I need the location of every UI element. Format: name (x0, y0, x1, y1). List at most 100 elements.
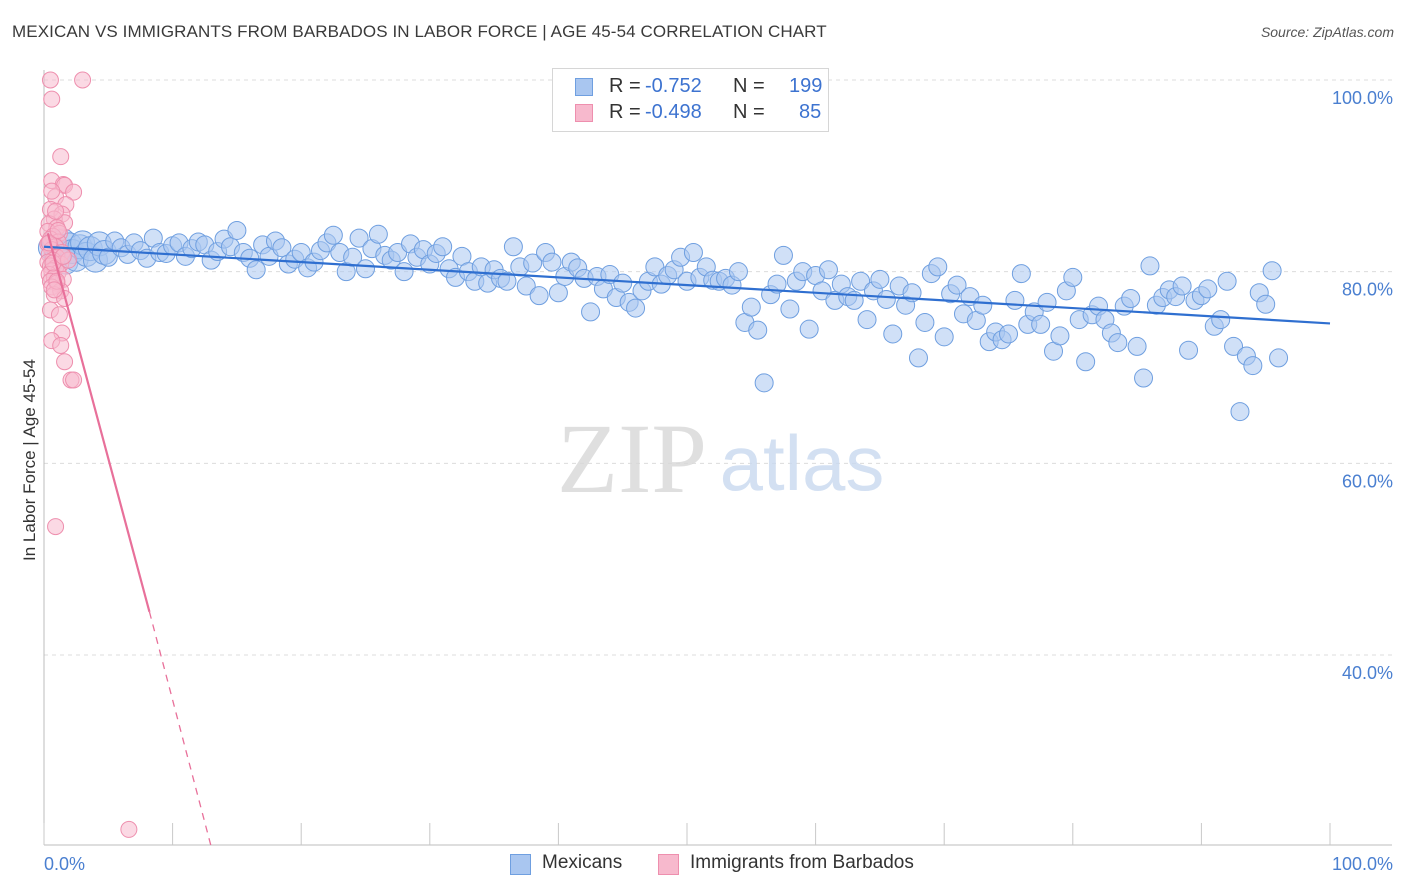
mexicans-point (98, 247, 118, 267)
barbados-point (74, 71, 92, 89)
mexicans-point (1230, 402, 1250, 422)
legend-r-label: R = (609, 101, 641, 123)
mexicans-point (1256, 294, 1276, 314)
mexicans-point (626, 298, 646, 318)
mexicans-point (876, 289, 896, 309)
y-tick-label: 60.0% (1342, 471, 1393, 491)
mexicans-point (883, 324, 903, 344)
mexicans-point (1134, 368, 1154, 388)
mexicans-point (773, 245, 793, 265)
mexicans-point (497, 271, 517, 291)
watermark: ZIP atlas (557, 403, 884, 514)
barbados-point (50, 306, 68, 324)
mexicans-point (349, 228, 369, 248)
mexicans-point (523, 253, 543, 273)
mexicans-point (1179, 340, 1199, 360)
mexicans-point (928, 257, 948, 277)
mexicans-point (799, 319, 819, 339)
stats-legend: R = -0.752 N = 199 R = -0.498 N = 85 (552, 68, 829, 132)
barbados-point (120, 820, 138, 838)
mexicans-point (1243, 356, 1263, 376)
legend-swatch-blue (575, 78, 593, 96)
mexicans-point (812, 281, 832, 301)
mexicans-point (246, 260, 266, 280)
mexicans-point (851, 271, 871, 291)
barbados-point (43, 90, 61, 108)
barbados-trend-line (46, 233, 151, 613)
mexicans-point (548, 283, 568, 303)
mexicans-point (433, 237, 453, 257)
mexicans-point (857, 310, 877, 330)
mexicans-point (529, 286, 549, 306)
mexicans-point (542, 252, 562, 272)
mexicans-point (915, 312, 935, 332)
trend-lines (43, 233, 1331, 847)
mexicans-point (1198, 279, 1218, 299)
barbados-point (52, 148, 70, 166)
barbados-point (45, 281, 63, 299)
mexicans-point (227, 220, 247, 240)
tick-labels: 100.0% 80.0% 60.0% 40.0% 0.0% 100.0% (44, 88, 1393, 874)
mexicans-point (1121, 289, 1141, 308)
mexicans-point (356, 259, 375, 279)
legend-n-label: N = (733, 101, 765, 123)
bottom-legend-label: Mexicans (542, 852, 623, 873)
mexicans-point (516, 276, 536, 296)
legend-r-value: -0.498 (645, 101, 702, 123)
barbados-point (47, 202, 65, 220)
grid-lines (44, 79, 1392, 656)
mexicans-point (1172, 276, 1192, 296)
mexicans-point (368, 224, 388, 244)
bottom-legend-swatch-pink (658, 854, 679, 875)
bottom-legend-label: Immigrants from Barbados (690, 852, 914, 873)
mexicans-point (780, 299, 800, 319)
mexicans-point (613, 273, 633, 293)
mexicans-point (503, 237, 523, 257)
barbados-point (56, 353, 74, 371)
axes (43, 70, 1392, 846)
mexicans-point (581, 302, 601, 322)
mexicans-point (683, 243, 703, 262)
mexicans-point (908, 348, 928, 368)
x-tick-label: 100.0% (1332, 854, 1393, 874)
mexicans-point (1224, 336, 1244, 356)
mexicans-point (1005, 290, 1025, 310)
mexicans-point (1211, 310, 1231, 330)
mexicans-point (1262, 261, 1282, 281)
barbados-point (52, 336, 70, 354)
barbados-points (39, 71, 138, 838)
legend-n-value: 199 (789, 75, 823, 97)
mexicans-point (394, 262, 414, 282)
mexicans-point (1269, 348, 1289, 368)
mexicans-trend-line (43, 245, 1331, 325)
barbados-point (49, 221, 67, 239)
mexicans-point (818, 260, 838, 280)
legend-n-value: 85 (799, 101, 822, 123)
mexicans-point (343, 247, 363, 267)
barbados-point (41, 71, 59, 89)
y-tick-label: 80.0% (1342, 280, 1393, 300)
y-tick-label: 100.0% (1332, 88, 1393, 108)
mexicans-point (1108, 333, 1128, 353)
barbados-trend-extension (148, 611, 212, 847)
chart-title: MEXICAN VS IMMIGRANTS FROM BARBADOS IN L… (12, 22, 827, 41)
mexicans-point (741, 297, 761, 317)
mexicans-point (1217, 271, 1237, 291)
barbados-point (43, 182, 61, 200)
mexicans-point (947, 275, 967, 295)
legend-r-label: R = (609, 75, 641, 97)
mexicans-point (1063, 267, 1083, 287)
mexicans-point (973, 295, 993, 315)
source-label: Source: ZipAtlas.com (1260, 24, 1394, 40)
barbados-point (47, 518, 65, 536)
watermark-zip: ZIP (557, 403, 707, 514)
mexicans-point (1127, 336, 1147, 356)
mexicans-point (1140, 256, 1160, 276)
legend-swatch-pink (575, 104, 593, 122)
mexicans-point (870, 269, 890, 289)
mexicans-point (1031, 314, 1051, 334)
mexicans-point (272, 238, 292, 258)
mexicans-point (934, 327, 954, 347)
mexicans-point (748, 320, 768, 340)
